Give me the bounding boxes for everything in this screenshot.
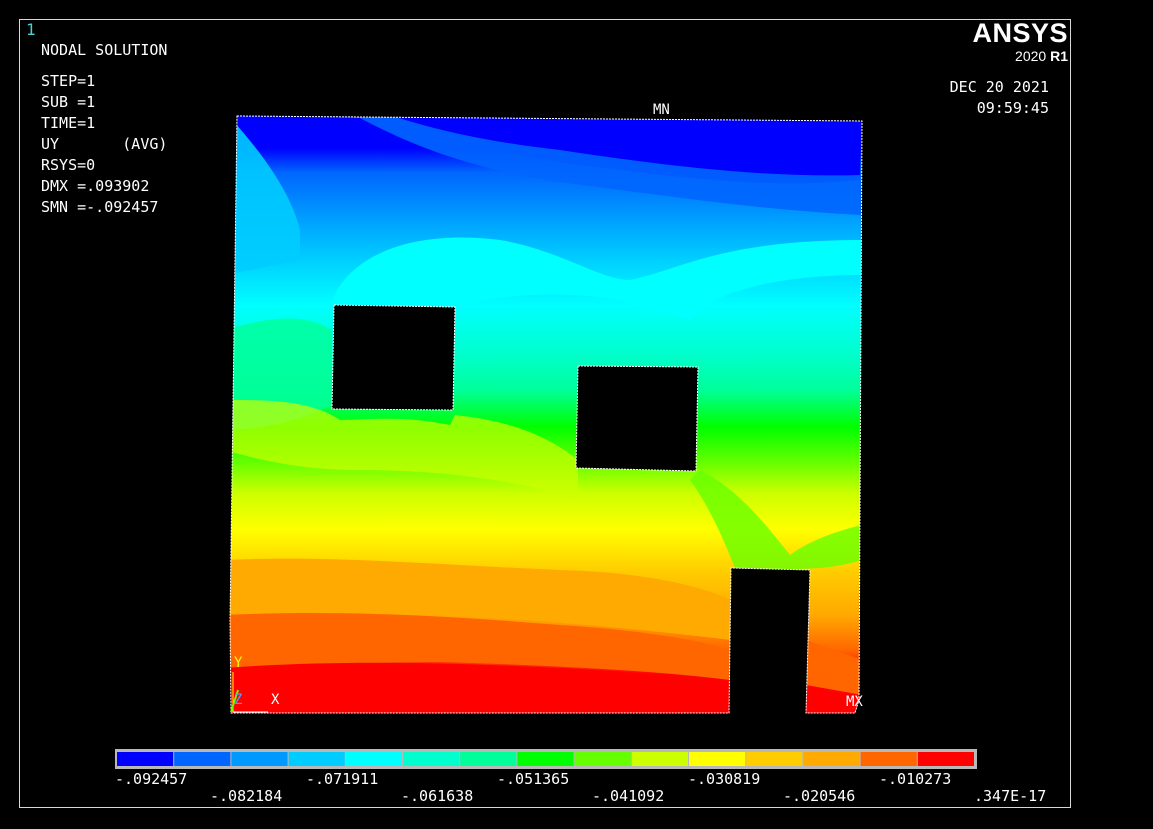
legend-label-7: -.030819 xyxy=(688,770,761,788)
info-smn: SMN =-.092457 xyxy=(41,198,159,216)
legend-swatch xyxy=(574,752,631,766)
info-result: UY (AVG) xyxy=(41,135,168,153)
axis-y-label: Y xyxy=(234,655,243,671)
window-number: 1 xyxy=(26,20,36,39)
z-axis-line xyxy=(230,689,239,713)
legend-swatch xyxy=(631,752,688,766)
max-marker-label: MX xyxy=(846,694,863,710)
legend-label-5: -.051365 xyxy=(497,770,570,788)
brand-version-suffix: R1 xyxy=(1050,48,1068,64)
plot-date: DEC 20 2021 xyxy=(949,78,1049,96)
plot-time: 09:59:45 xyxy=(976,99,1049,117)
axis-z-label: Z xyxy=(234,692,243,708)
info-rsys: RSYS=0 xyxy=(41,156,96,174)
legend-swatch xyxy=(288,752,345,766)
legend-label-6: -.041092 xyxy=(592,787,665,805)
solution-info: NODAL SOLUTION STEP=1 SUB =1 TIME=1 UY (… xyxy=(41,40,167,218)
brand-version-prefix: 2020 xyxy=(1015,48,1051,64)
brand-name: ANSYS xyxy=(972,18,1068,48)
legend-swatch xyxy=(689,752,746,766)
viewport-frame xyxy=(19,19,1071,808)
info-step: STEP=1 xyxy=(41,72,96,90)
legend-label-4: -.061638 xyxy=(401,787,474,805)
legend-swatches xyxy=(117,752,974,766)
legend-swatch xyxy=(803,752,860,766)
deformed-body xyxy=(230,116,862,713)
hole-outline-left xyxy=(331,304,456,411)
brand-version: 2020 R1 xyxy=(960,48,1068,64)
legend-swatch xyxy=(174,752,231,766)
timestamp: DEC 20 2021 09:59:45 xyxy=(950,77,1049,119)
plot-title: NODAL SOLUTION xyxy=(41,41,168,59)
legend-swatch xyxy=(117,752,174,766)
legend-label-10: .347E-17 xyxy=(974,787,1047,805)
legend-label-3: -.071911 xyxy=(306,770,379,788)
legend-label-9: -.010273 xyxy=(879,770,952,788)
min-marker-label: MN xyxy=(653,102,670,118)
legend-label-8: -.020546 xyxy=(783,787,856,805)
legend-swatch xyxy=(517,752,574,766)
axis-x-label: X xyxy=(271,692,280,708)
info-time: TIME=1 xyxy=(41,114,96,132)
hole-outline-right xyxy=(575,365,699,472)
legend-swatch xyxy=(403,752,460,766)
legend-swatch xyxy=(345,752,402,766)
legend-swatch xyxy=(917,752,974,766)
info-dmx: DMX =.093902 xyxy=(41,177,150,195)
legend-swatch xyxy=(860,752,917,766)
ansys-logo: ANSYS 2020 R1 xyxy=(960,18,1068,64)
legend-swatch xyxy=(460,752,517,766)
info-sub: SUB =1 xyxy=(41,93,96,111)
legend-label-2: -.082184 xyxy=(210,787,283,805)
legend-label-1: -.092457 xyxy=(115,770,188,788)
legend-swatch xyxy=(746,752,803,766)
legend-swatch xyxy=(231,752,288,766)
body-outline xyxy=(229,115,863,714)
